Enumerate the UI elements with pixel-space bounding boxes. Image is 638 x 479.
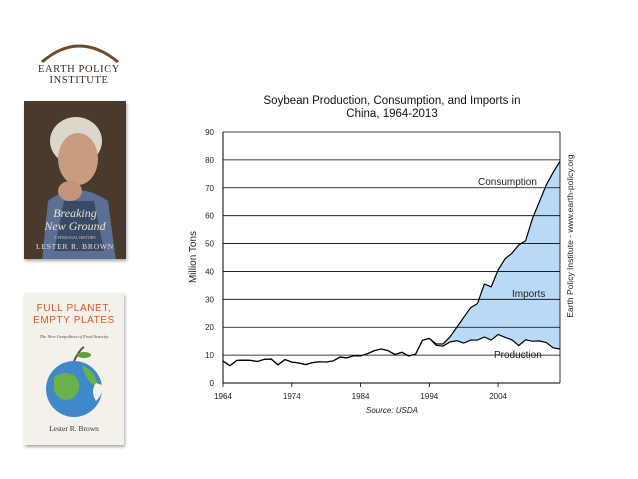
book2-title: FULL PLANET, EMPTY PLATES: [24, 303, 124, 327]
book2-title-line1: FULL PLANET,: [36, 303, 112, 314]
book2-author: Lester R. Brown: [49, 424, 99, 433]
y-tick-label-0: 0: [210, 379, 215, 388]
side-credit-label: Earth Policy Institute - www.earth-polic…: [565, 154, 575, 318]
y-tick-label-70: 70: [205, 184, 214, 193]
y-tick-label-20: 20: [205, 323, 214, 332]
y-axis-label: Million Tons: [188, 231, 199, 283]
imports-area: [223, 161, 560, 366]
production-line: [222, 333, 561, 367]
book1-title: Breaking New Ground: [24, 207, 126, 233]
y-tick-label-80: 80: [205, 156, 214, 165]
book-cover-breaking-new-ground[interactable]: Breaking New Ground A PERSONAL HISTORY L…: [24, 101, 126, 259]
imports-label: Imports: [512, 289, 545, 300]
book1-subtitle: A PERSONAL HISTORY: [53, 235, 97, 240]
y-tick-label-10: 10: [205, 351, 214, 360]
earth-policy-institute-logo: EARTH POLICY INSTITUTE: [14, 34, 144, 86]
logo-text: EARTH POLICY INSTITUTE: [37, 64, 121, 86]
author-portrait-image: [24, 101, 126, 259]
y-tick-label-30: 30: [205, 295, 214, 304]
logo-arc-icon: [41, 44, 119, 64]
book1-author: LESTER R. BROWN: [35, 242, 115, 251]
chart-title-line2: China, 1964-2013: [346, 108, 438, 120]
x-tick-label-1994: 1994: [420, 392, 438, 401]
x-tick-label-1984: 1984: [352, 392, 370, 401]
book2-subtitle: The New Geopolitics of Food Scarcity: [39, 334, 109, 339]
y-tick-label-90: 90: [205, 128, 214, 137]
book1-title-line1: Breaking: [53, 206, 97, 220]
production-label: Production: [494, 350, 542, 361]
x-tick-label-2004: 2004: [489, 392, 507, 401]
consumption-label: Consumption: [478, 177, 537, 188]
globe-apple-icon: [46, 346, 103, 417]
chart-title: Soybean Production, Consumption, and Imp…: [212, 95, 572, 121]
book1-title-line2: New Ground: [44, 219, 106, 233]
x-tick-label-1974: 1974: [283, 392, 301, 401]
source-label: Source: USDA: [366, 406, 418, 415]
book2-title-line2: EMPTY PLATES: [33, 315, 115, 326]
chart-title-line1: Soybean Production, Consumption, and Imp…: [263, 95, 521, 107]
book-cover-full-planet-empty-plates[interactable]: FULL PLANET, EMPTY PLATES The New Geopol…: [24, 293, 124, 445]
y-tick-label-50: 50: [205, 240, 214, 249]
x-tick-label-1964: 1964: [214, 392, 232, 401]
y-tick-label-40: 40: [205, 267, 214, 276]
y-tick-label-60: 60: [205, 212, 214, 221]
